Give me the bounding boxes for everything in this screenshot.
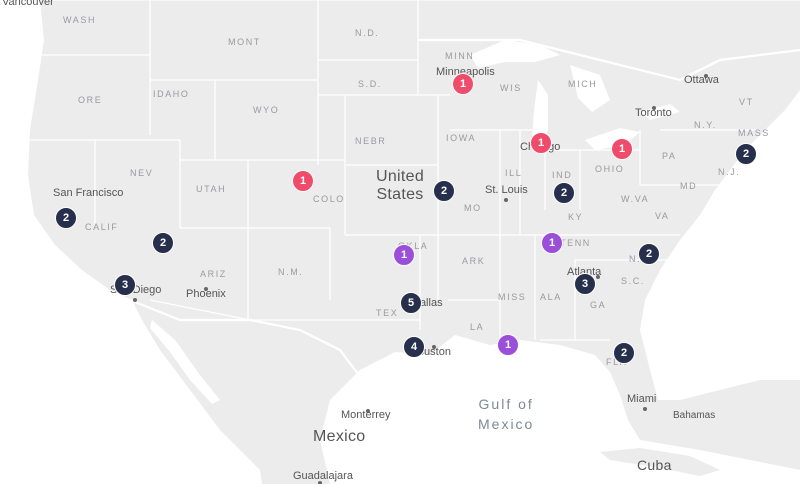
marker-ohio[interactable]: 1 bbox=[611, 138, 633, 160]
water-label-gulf-line2: Mexico bbox=[478, 416, 535, 432]
state-label-okla: OKLA bbox=[398, 241, 429, 251]
city-label-vancouver: Vancouver bbox=[2, 0, 54, 8]
state-label-mass: MASS bbox=[738, 128, 770, 138]
country-label-us-line2: States bbox=[376, 186, 424, 203]
state-label-miss: MISS bbox=[498, 292, 527, 302]
state-label-calif: CALIF bbox=[85, 222, 119, 232]
city-label-san-francisco-1: San Francisco bbox=[53, 187, 124, 199]
city-label-miami: Miami bbox=[627, 393, 657, 405]
state-label-minn: MINN bbox=[445, 51, 475, 61]
city-dot-phoenix bbox=[204, 287, 208, 291]
state-label-tenn: TENN bbox=[560, 238, 591, 248]
country-label-cuba: Cuba bbox=[637, 457, 672, 473]
state-label-wva: W.VA bbox=[621, 194, 650, 204]
state-label-mich: MICH bbox=[568, 79, 598, 89]
marker-new-orleans[interactable]: 1 bbox=[497, 334, 519, 356]
state-label-iowa: IOWA bbox=[446, 133, 477, 143]
marker-kansas-city[interactable]: 2 bbox=[433, 180, 455, 202]
city-dot-houston bbox=[432, 345, 436, 349]
country-label-mexico: Mexico bbox=[313, 428, 366, 445]
city-label-guadalajara: Guadalajara bbox=[293, 470, 353, 482]
water-label-gulf-line1: Gulf of bbox=[478, 396, 534, 412]
state-label-ill: ILL bbox=[505, 168, 523, 178]
state-label-va: VA bbox=[655, 211, 670, 221]
marker-chicago[interactable]: 1 bbox=[530, 132, 552, 154]
city-dot-guadalajara bbox=[318, 481, 322, 484]
city-label-minneapolis: Minneapolis bbox=[436, 66, 495, 78]
city-label-ottawa: Ottawa bbox=[684, 74, 719, 86]
marker-san-francisco[interactable]: 2 bbox=[55, 207, 77, 229]
city-dot-st-louis bbox=[504, 198, 508, 202]
state-label-pa: PA bbox=[662, 151, 677, 161]
marker-atlanta[interactable]: 3 bbox=[574, 273, 596, 295]
state-label-ga: GA bbox=[590, 300, 607, 310]
city-dot-ottawa bbox=[704, 74, 708, 78]
state-label-ind: IND bbox=[552, 170, 573, 180]
marker-dallas[interactable]: 5 bbox=[400, 292, 422, 314]
marker-florida[interactable]: 2 bbox=[613, 342, 635, 364]
state-label-ny: N.Y. bbox=[694, 120, 717, 130]
city-dot-miami bbox=[643, 407, 647, 411]
city-dot-san-diego bbox=[133, 298, 137, 302]
city-label-st-louis: St. Louis bbox=[485, 184, 528, 196]
marker-las-vegas[interactable]: 2 bbox=[152, 232, 174, 254]
state-label-md: MD bbox=[680, 181, 698, 191]
state-label-nd: N.D. bbox=[355, 28, 380, 38]
state-label-tex: TEX bbox=[376, 308, 399, 318]
state-label-mo: MO bbox=[464, 203, 482, 213]
water-label-gulf-of-mexico: Gulf of Mexico bbox=[478, 394, 534, 434]
state-label-ariz: ARIZ bbox=[200, 269, 227, 279]
city-label-bahamas: Bahamas bbox=[673, 410, 716, 421]
marker-indiana[interactable]: 2 bbox=[553, 182, 575, 204]
state-label-nj: N.J. bbox=[718, 167, 741, 177]
city-dot-toronto bbox=[652, 106, 656, 110]
state-label-ala: ALA bbox=[540, 292, 562, 302]
city-label-monterrey: Monterrey bbox=[341, 409, 391, 421]
marker-san-diego[interactable]: 3 bbox=[114, 274, 136, 296]
state-label-nev: NEV bbox=[130, 168, 154, 178]
marker-minneapolis[interactable]: 1 bbox=[452, 73, 474, 95]
marker-north-carolina[interactable]: 2 bbox=[638, 243, 660, 265]
state-label-idaho: IDAHO bbox=[153, 89, 190, 99]
state-label-utah: UTAH bbox=[196, 184, 227, 194]
state-label-wis: WIS bbox=[500, 83, 522, 93]
city-label-toronto: Toronto bbox=[635, 107, 672, 119]
state-label-ky: KY bbox=[568, 212, 584, 222]
marker-oklahoma[interactable]: 1 bbox=[393, 244, 415, 266]
city-label-phoenix: Phoenix bbox=[186, 288, 226, 300]
state-label-colo: COLO bbox=[313, 194, 345, 204]
state-label-vt: VT bbox=[739, 97, 754, 107]
state-label-ore: ORE bbox=[78, 95, 103, 105]
marker-new-jersey[interactable]: 2 bbox=[735, 143, 757, 165]
state-label-mont: MONT bbox=[228, 37, 261, 47]
city-dot-atlanta bbox=[596, 275, 600, 279]
state-label-sc: S.C. bbox=[621, 276, 645, 286]
state-label-ohio: OHIO bbox=[595, 164, 625, 174]
state-label-nm: N.M. bbox=[278, 267, 304, 277]
country-label-united-states: United States bbox=[376, 168, 424, 204]
country-label-us-line1: United bbox=[376, 168, 425, 185]
marker-colorado[interactable]: 1 bbox=[292, 170, 314, 192]
city-label-atlanta: Atlanta bbox=[567, 266, 602, 278]
state-label-nebr: NEBR bbox=[355, 136, 387, 146]
marker-houston[interactable]: 4 bbox=[403, 336, 425, 358]
state-label-la: LA bbox=[470, 322, 485, 332]
city-dot-monterrey bbox=[366, 409, 370, 413]
state-label-wyo: WYO bbox=[253, 105, 280, 115]
state-label-ark: ARK bbox=[462, 256, 486, 266]
state-label-fla: FLA bbox=[606, 357, 628, 367]
state-label-sd: S.D. bbox=[358, 79, 382, 89]
state-label-wash: WASH bbox=[63, 15, 97, 25]
marker-tennessee[interactable]: 1 bbox=[541, 232, 563, 254]
